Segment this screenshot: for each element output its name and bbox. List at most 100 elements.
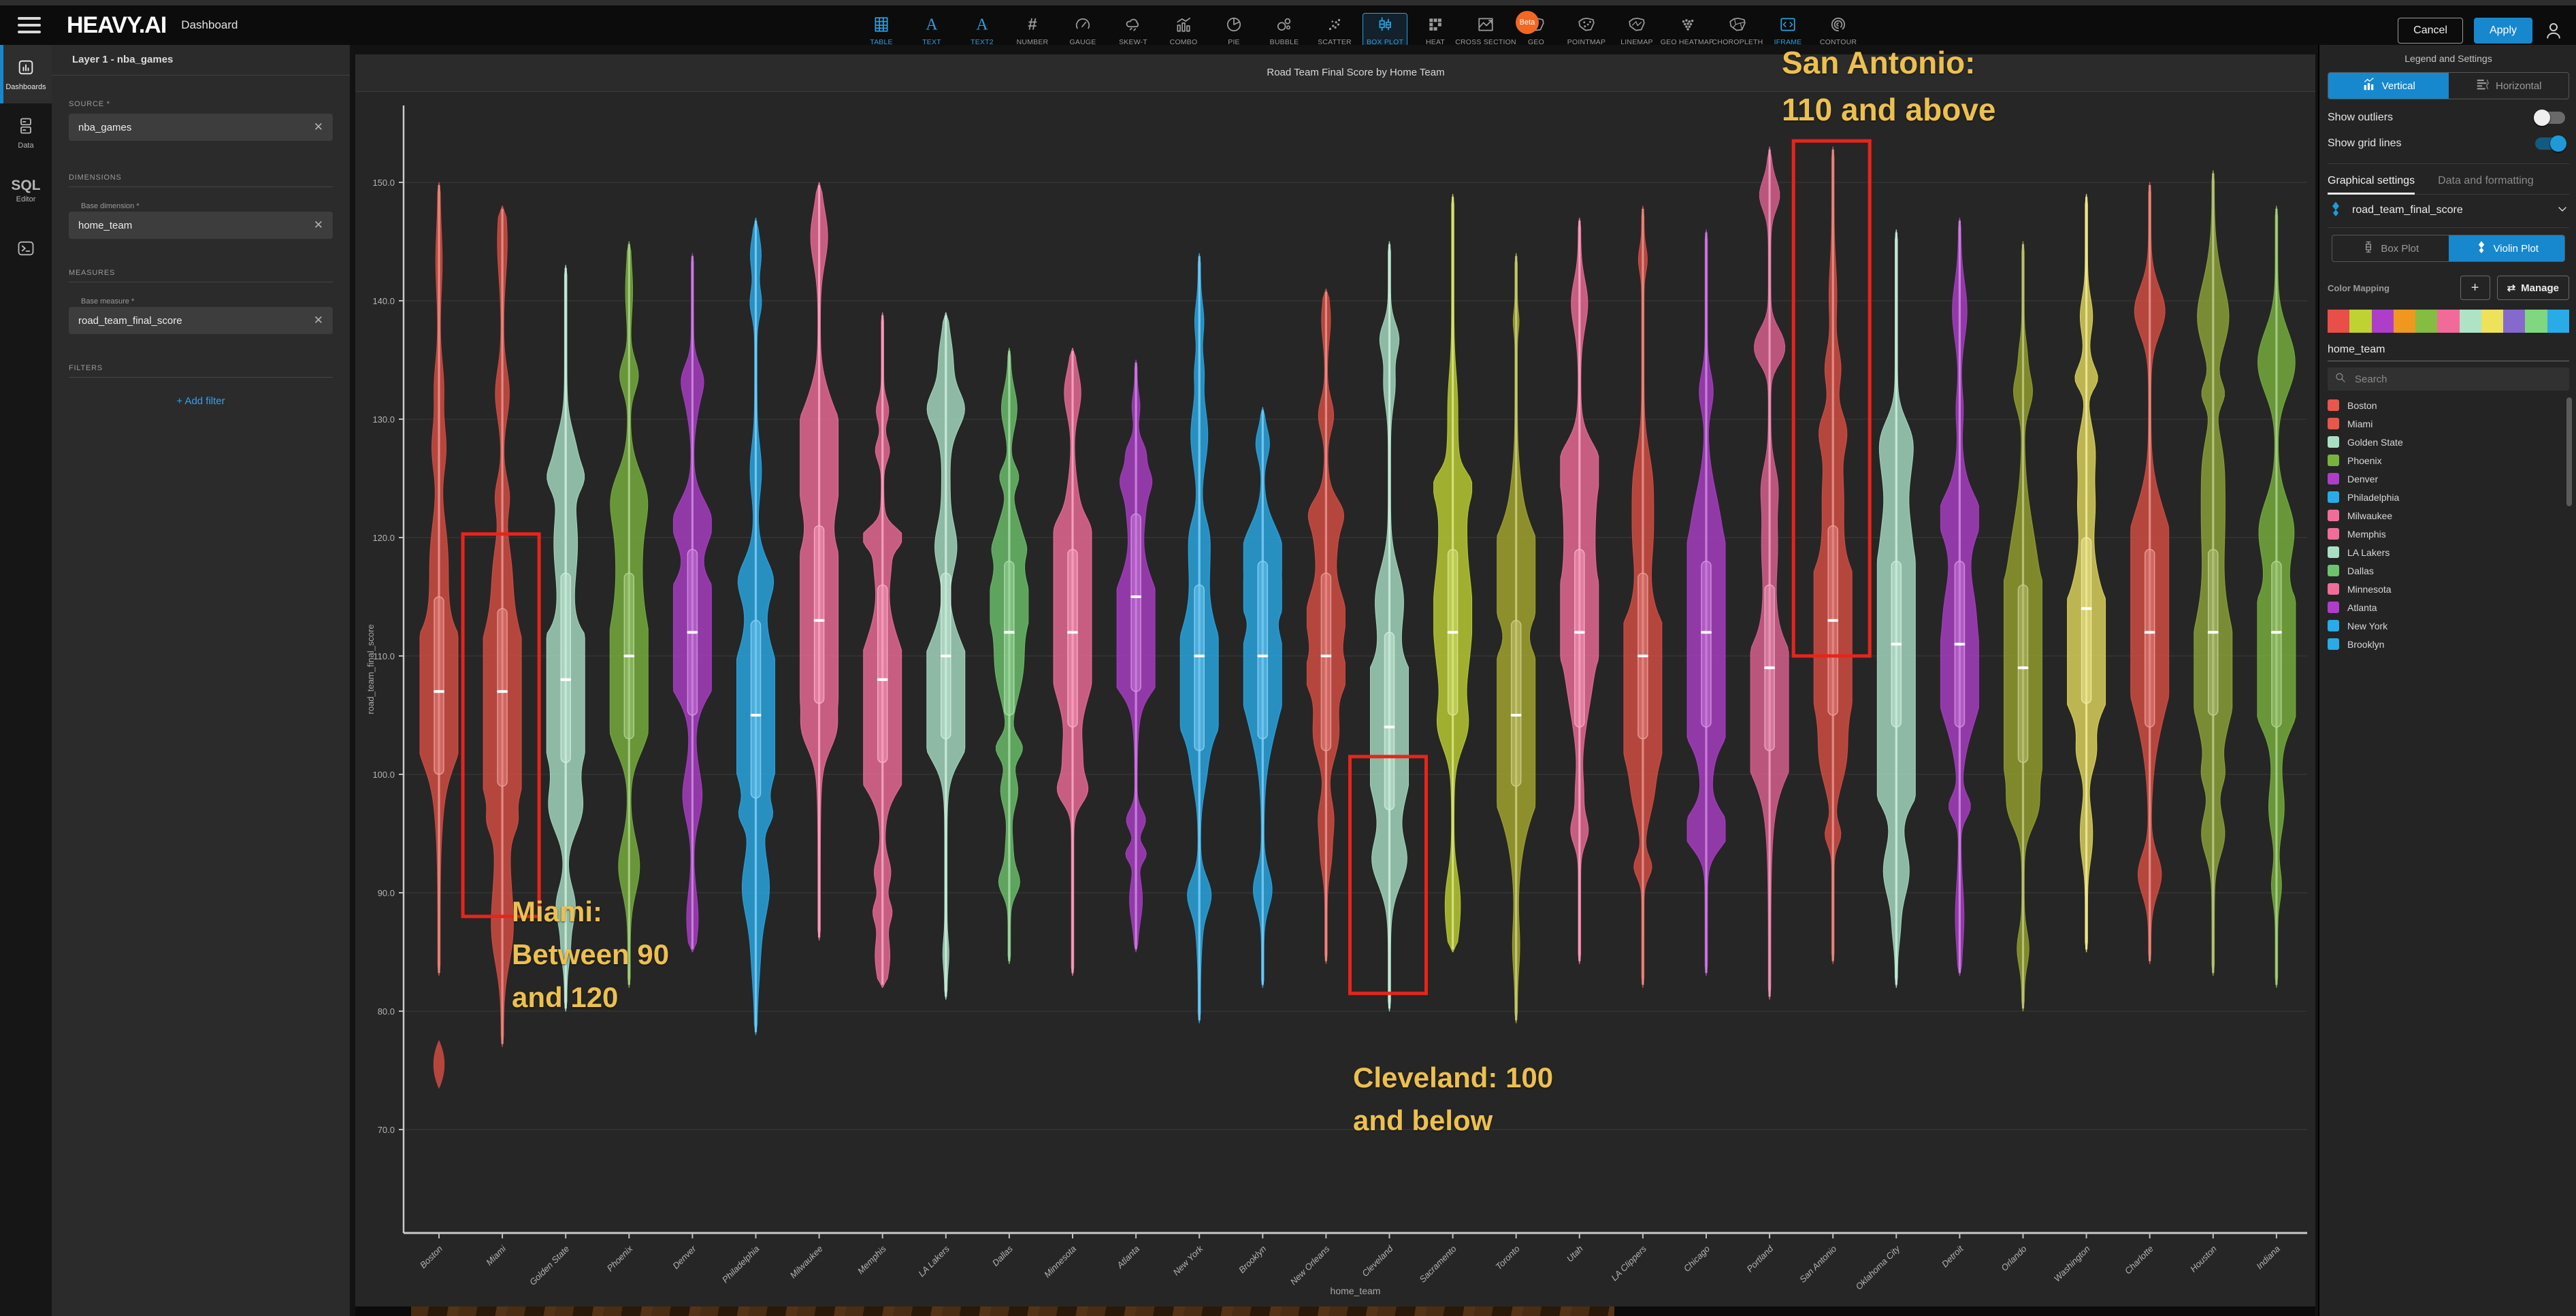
skewt-icon — [1124, 16, 1142, 37]
chart-type-geo[interactable]: Beta GEO — [1514, 10, 1559, 49]
chart-type-geo-heatmap[interactable]: GEO HEATMAP — [1661, 13, 1714, 49]
chart-type-table[interactable]: TABLE — [859, 13, 904, 49]
chart-type-combo[interactable]: COMBO — [1161, 13, 1206, 49]
chart-type-number[interactable]: # NUMBER — [1010, 13, 1055, 49]
chart-type-text[interactable]: A TEXT — [909, 13, 954, 49]
violin-plot-button[interactable]: Violin Plot — [2448, 235, 2564, 261]
legend-item-phoenix[interactable]: Phoenix — [2328, 451, 2569, 470]
svg-text:San Antonio: San Antonio — [1797, 1244, 1838, 1285]
palette-swatch[interactable] — [2503, 310, 2526, 333]
violin-plot-label: Violin Plot — [2493, 242, 2539, 254]
chart-type-box-plot[interactable]: BOX PLOT — [1363, 12, 1407, 49]
chart-type-bubble[interactable]: BUBBLE — [1262, 13, 1307, 49]
settings-tabs: Graphical settings Data and formatting — [2328, 171, 2569, 195]
add-filter-button[interactable]: + Add filter — [176, 395, 225, 407]
legend-color-swatch — [2328, 510, 2339, 521]
source-input[interactable]: nba_games ✕ — [69, 114, 333, 141]
box-plot-button[interactable]: Box Plot — [2332, 235, 2449, 261]
svg-text:Dallas: Dallas — [990, 1243, 1015, 1268]
chart-type-pointmap[interactable]: POINTMAP — [1564, 13, 1609, 49]
clear-measure-icon[interactable]: ✕ — [313, 314, 323, 327]
legend-item-milwaukee[interactable]: Milwaukee — [2328, 506, 2569, 525]
palette-swatch[interactable] — [2437, 310, 2460, 333]
legend-search-box — [2328, 367, 2569, 391]
chart-type-skew-t[interactable]: SKEW-T — [1111, 13, 1156, 49]
legend-item-memphis[interactable]: Memphis — [2328, 525, 2569, 543]
show-outliers-toggle[interactable] — [2534, 110, 2565, 126]
orientation-toggle: Vertical Horizontal — [2328, 72, 2569, 99]
legend-scrollbar[interactable] — [2566, 397, 2572, 506]
legend-item-label: Phoenix — [2347, 455, 2382, 466]
svg-text:Memphis: Memphis — [855, 1243, 888, 1276]
cancel-button[interactable]: Cancel — [2398, 18, 2463, 44]
svg-text:Golden State: Golden State — [527, 1244, 571, 1287]
chart-type-label: BOX PLOT — [1366, 37, 1404, 46]
clear-source-icon[interactable]: ✕ — [313, 120, 323, 133]
legend-item-boston[interactable]: Boston — [2328, 396, 2569, 414]
legend-item-miami[interactable]: Miami — [2328, 414, 2569, 433]
palette-swatch[interactable] — [2459, 310, 2481, 333]
svg-text:Orlando: Orlando — [1999, 1244, 2028, 1273]
palette-swatch[interactable] — [2328, 310, 2350, 333]
chart-type-gauge[interactable]: GAUGE — [1060, 13, 1105, 49]
svg-text:Minnesota: Minnesota — [1042, 1244, 1078, 1280]
chart-type-iframe[interactable]: IFRAME — [1765, 13, 1810, 49]
clear-dimension-icon[interactable]: ✕ — [313, 218, 323, 231]
legend-item-golden-state[interactable]: Golden State — [2328, 433, 2569, 451]
palette-swatch[interactable] — [2525, 310, 2547, 333]
legend-item-new-york[interactable]: New York — [2328, 616, 2569, 635]
sidebar-item-terminal[interactable] — [0, 220, 52, 279]
palette-swatch[interactable] — [2371, 310, 2394, 333]
sidebar-item-data[interactable]: Data — [0, 103, 52, 162]
chart-type-scatter[interactable]: SCATTER — [1312, 13, 1357, 49]
sidebar-item-dashboards[interactable]: Dashboards — [0, 45, 52, 103]
color-palette-strip[interactable] — [2328, 310, 2569, 333]
terminal-icon — [16, 239, 35, 261]
show-grid-lines-toggle[interactable] — [2535, 135, 2566, 152]
chart-type-cross-section[interactable]: CROSS SECTION — [1455, 13, 1516, 49]
svg-text:New Orleans: New Orleans — [1288, 1243, 1332, 1287]
measure-accordion-row[interactable]: road_team_final_score — [2328, 195, 2569, 226]
legend-item-minnesota[interactable]: Minnesota — [2328, 580, 2569, 598]
pie-icon — [1225, 16, 1243, 37]
violin-plot[interactable]: 150.0 140.0 130.0 120.0 110.0 100.0 90.0 80.0 70… — [355, 54, 2315, 1306]
horizontal-orientation-button[interactable]: Horizontal — [2449, 73, 2569, 99]
legend-item-philadelphia[interactable]: Philadelphia — [2328, 488, 2569, 506]
palette-swatch[interactable] — [2415, 310, 2438, 333]
base-dimension-input[interactable]: home_team ✕ — [69, 212, 333, 239]
legend-item-atlanta[interactable]: Atlanta — [2328, 598, 2569, 616]
chart-type-label: COMBO — [1169, 37, 1198, 46]
manage-colors-button[interactable]: ⇄ Manage — [2496, 276, 2569, 300]
vertical-orientation-button[interactable]: Vertical — [2328, 73, 2449, 99]
chart-type-contour[interactable]: CONTOUR — [1816, 13, 1861, 49]
geoheatmap-icon — [1678, 16, 1696, 37]
tab-data-and-formatting[interactable]: Data and formatting — [2438, 175, 2534, 186]
palette-swatch[interactable] — [2547, 310, 2569, 333]
legend-item-brooklyn[interactable]: Brooklyn — [2328, 635, 2569, 653]
hamburger-menu-icon[interactable] — [18, 17, 41, 33]
palette-swatch[interactable] — [2393, 310, 2416, 333]
legend-item-dallas[interactable]: Dallas — [2328, 561, 2569, 580]
app-subtitle: Dashboard — [181, 18, 238, 31]
palette-swatch[interactable] — [2481, 310, 2504, 333]
palette-swatch[interactable] — [2349, 310, 2372, 333]
search-input[interactable] — [2353, 372, 2562, 386]
legend-color-swatch — [2328, 528, 2339, 540]
user-account-icon[interactable] — [2543, 20, 2564, 41]
chart-type-heat[interactable]: HEAT — [1413, 13, 1458, 49]
chart-type-linemap[interactable]: LINEMAP — [1614, 13, 1659, 49]
chart-type-text2[interactable]: A TEXT2 — [960, 13, 1005, 49]
svg-text:A: A — [926, 16, 938, 33]
legend-item-label: Brooklyn — [2347, 638, 2385, 650]
chart-type-pie[interactable]: PIE — [1211, 13, 1256, 49]
chart-title: Road Team Final Score by Home Team — [1267, 67, 1445, 78]
tab-graphical-settings[interactable]: Graphical settings — [2328, 175, 2415, 195]
base-measure-input[interactable]: road_team_final_score ✕ — [69, 307, 333, 334]
legend-item-denver[interactable]: Denver — [2328, 470, 2569, 488]
add-color-button[interactable]: + — [2460, 276, 2490, 300]
sidebar-item-sql-editor[interactable]: SQL Editor — [0, 162, 52, 220]
legend-item-la-lakers[interactable]: LA Lakers — [2328, 543, 2569, 561]
annotation-san-antonio: San Antonio: 110 and above — [1782, 45, 1996, 127]
apply-button[interactable]: Apply — [2473, 18, 2532, 44]
chart-type-choropleth[interactable]: CHOROPLETH — [1712, 13, 1763, 49]
